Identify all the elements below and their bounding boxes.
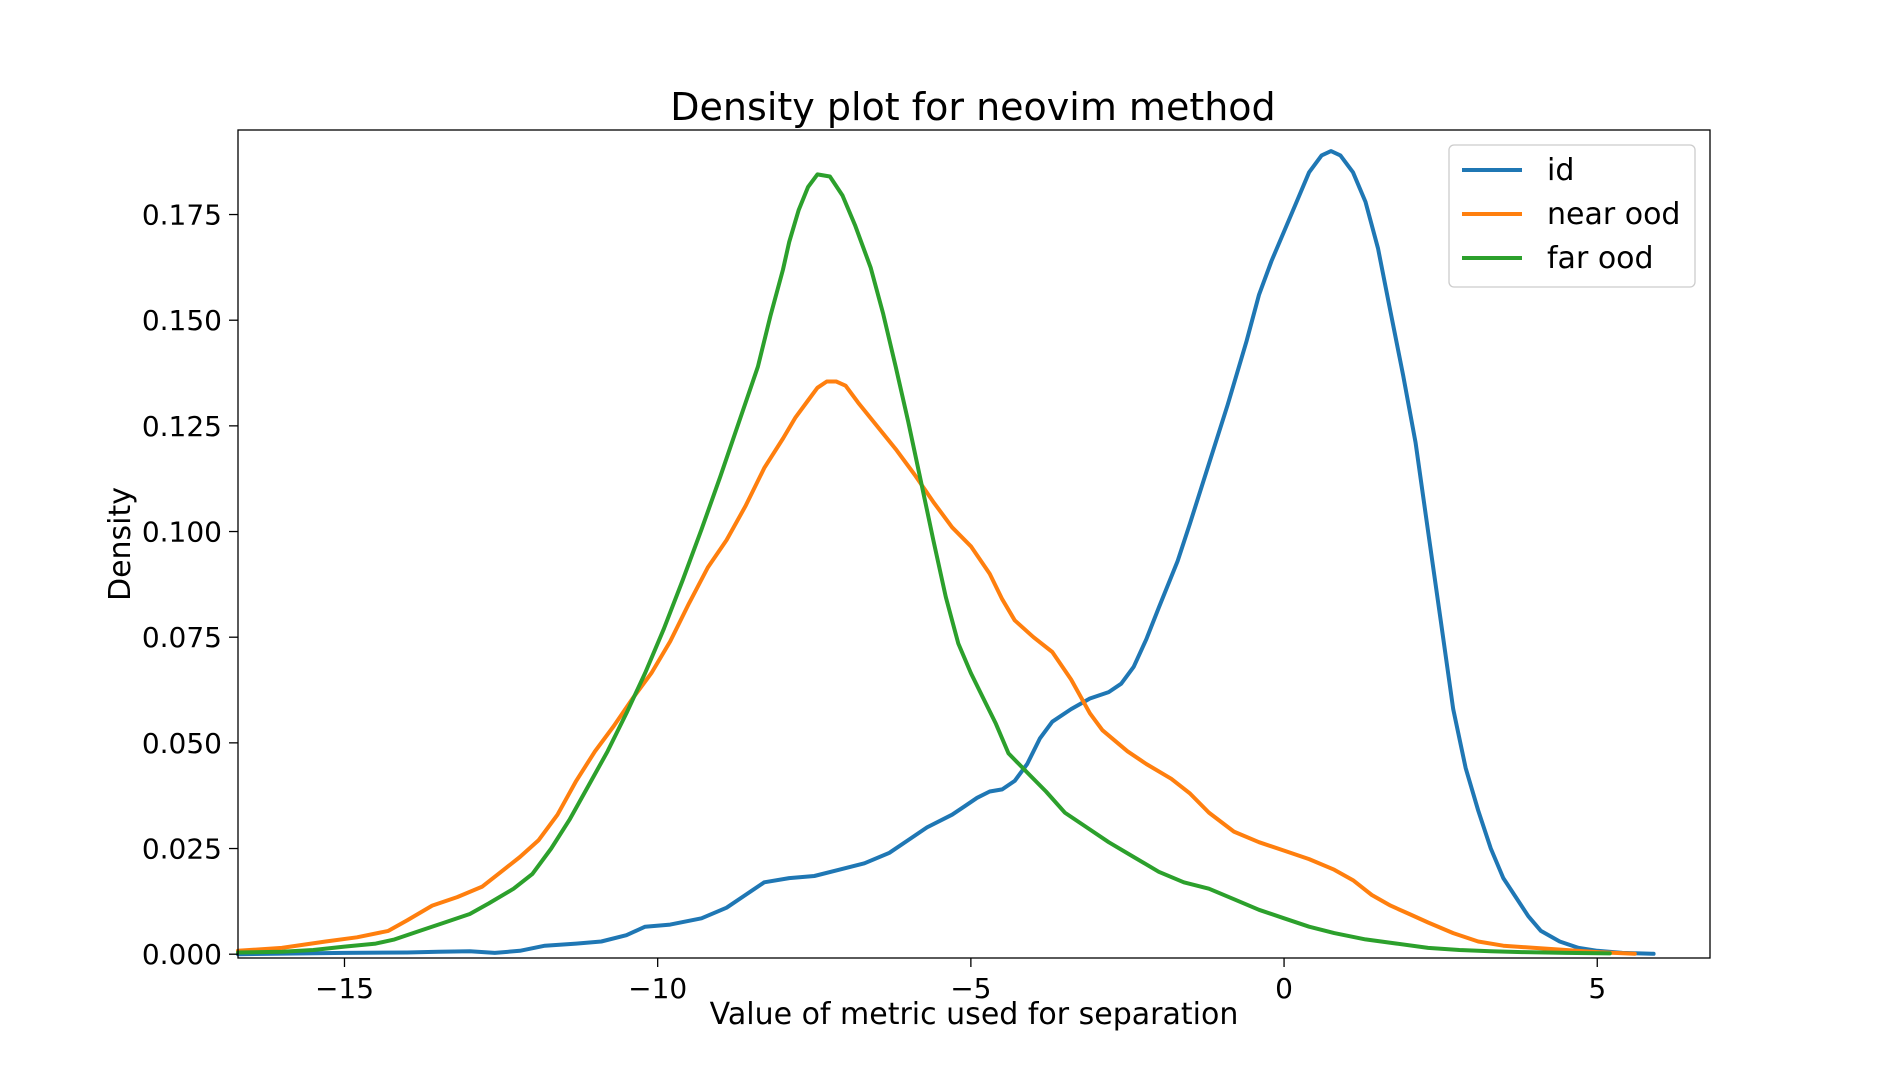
x-tick-label: −15 bbox=[315, 972, 374, 1005]
legend-label-near-ood: near ood bbox=[1547, 197, 1680, 232]
x-tick-label: −10 bbox=[628, 972, 687, 1005]
plot-frame bbox=[237, 129, 1711, 959]
y-tick-label: 0.050 bbox=[142, 727, 222, 760]
x-axis-label: Value of metric used for separation bbox=[710, 997, 1239, 1032]
ticks-layer: −15 −10 −5 0 5 0.000 0.025 0.050 0.075 0.100 0.125… bbox=[142, 199, 1606, 1005]
legend-label-far-ood: far ood bbox=[1547, 241, 1654, 276]
series-line-id bbox=[236, 149, 1656, 957]
chart-title: Density plot for neovim method bbox=[670, 85, 1275, 129]
y-tick-label: 0.175 bbox=[142, 199, 222, 232]
y-tick-label: 0.075 bbox=[142, 621, 222, 654]
x-tick-label: −5 bbox=[950, 972, 991, 1005]
y-tick-label: 0.150 bbox=[142, 304, 222, 337]
y-tick-label: 0.025 bbox=[142, 833, 222, 866]
series-layer bbox=[236, 149, 1656, 957]
series-line-far-ood bbox=[236, 172, 1612, 956]
legend-label-id: id bbox=[1547, 153, 1574, 188]
x-tick-label: 5 bbox=[1588, 972, 1606, 1005]
legend-box bbox=[1448, 144, 1696, 288]
series-line-near-ood bbox=[236, 379, 1637, 956]
y-tick-label: 0.100 bbox=[142, 516, 222, 549]
y-tick-label: 0.125 bbox=[142, 410, 222, 443]
y-axis-label: Density bbox=[103, 487, 138, 601]
x-tick-label: 0 bbox=[1275, 972, 1293, 1005]
legend: id near ood far ood bbox=[1448, 144, 1696, 288]
y-tick-label: 0.000 bbox=[142, 938, 222, 971]
